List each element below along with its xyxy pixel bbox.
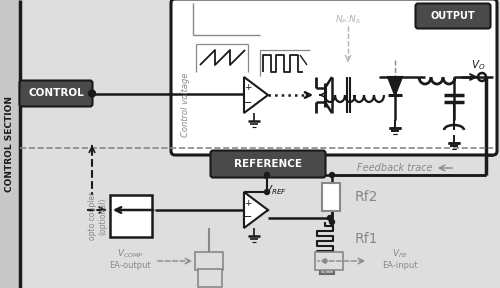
Text: EA-output: EA-output xyxy=(109,262,151,270)
Bar xyxy=(0,0,20,288)
Circle shape xyxy=(264,190,270,194)
Text: OUTPUT: OUTPUT xyxy=(430,11,476,21)
Text: Rf1: Rf1 xyxy=(355,232,378,246)
Polygon shape xyxy=(244,192,268,228)
Text: CONTROL: CONTROL xyxy=(28,88,84,98)
FancyBboxPatch shape xyxy=(171,0,497,155)
Text: Rf2: Rf2 xyxy=(355,190,378,204)
Circle shape xyxy=(323,259,327,263)
Text: $N_P$:$N_S$: $N_P$:$N_S$ xyxy=(335,14,361,26)
Text: −: − xyxy=(244,98,252,108)
Bar xyxy=(110,195,152,237)
Text: opto coupler
(optional): opto coupler (optional) xyxy=(88,192,108,240)
Circle shape xyxy=(88,90,96,97)
Bar xyxy=(195,252,223,270)
Text: +: + xyxy=(244,198,252,207)
FancyBboxPatch shape xyxy=(20,81,92,107)
Polygon shape xyxy=(388,77,402,95)
FancyBboxPatch shape xyxy=(210,151,326,177)
Circle shape xyxy=(330,173,334,177)
Text: $V_O$: $V_O$ xyxy=(470,58,486,72)
Bar xyxy=(198,269,222,287)
Circle shape xyxy=(264,173,270,177)
Circle shape xyxy=(328,215,332,221)
Text: +: + xyxy=(244,84,252,92)
FancyBboxPatch shape xyxy=(416,3,490,29)
Text: Control voltage: Control voltage xyxy=(180,73,190,137)
Text: $V_{COMP}$: $V_{COMP}$ xyxy=(116,248,143,260)
Text: REFERENCE: REFERENCE xyxy=(234,159,302,169)
Bar xyxy=(320,264,334,274)
Text: CONTROL SECTION: CONTROL SECTION xyxy=(6,96,15,192)
Text: EA-input: EA-input xyxy=(382,262,418,270)
Text: $V_{REF}$: $V_{REF}$ xyxy=(264,183,286,197)
Bar xyxy=(315,252,343,270)
Text: −: − xyxy=(244,212,252,222)
Bar xyxy=(322,183,340,211)
Polygon shape xyxy=(244,77,268,113)
Text: Feedback trace: Feedback trace xyxy=(357,163,433,173)
Text: $V_{FB}$: $V_{FB}$ xyxy=(392,248,408,260)
Circle shape xyxy=(330,219,334,225)
